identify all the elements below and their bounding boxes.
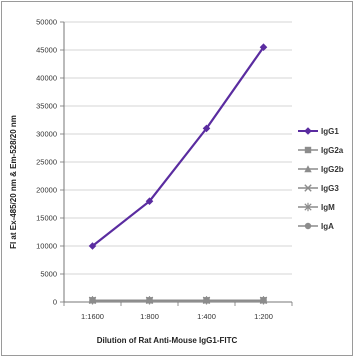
y-tick-label: 45000	[36, 46, 57, 55]
y-tick-label: 15000	[36, 214, 57, 223]
legend-label: IgG2b	[321, 165, 344, 174]
data-point-igg2a	[89, 297, 96, 304]
series-igg1	[88, 43, 268, 250]
legend-marker	[304, 146, 312, 154]
axes	[60, 21, 293, 306]
data-point-igg2a	[203, 297, 210, 304]
legend-label: IgG2a	[321, 146, 344, 155]
gridlines	[64, 21, 292, 303]
legend-item-igg1: IgG1	[298, 127, 339, 136]
y-tick-label: 25000	[36, 158, 57, 167]
series-group	[88, 43, 268, 305]
y-tick-label: 40000	[36, 74, 57, 83]
chart-frame: 0 5000 10000 15000 20000 25000 30000 35000 40000…	[1, 1, 353, 356]
y-tick-label: 10000	[36, 242, 57, 251]
series-igg2a	[89, 297, 267, 304]
y-tick-label: 30000	[36, 130, 57, 139]
legend: IgG1 IgG2a IgG2b IgG3 IgM IgA	[298, 127, 344, 231]
y-axis-title: FI at Ex-485/20 nm & Em-528/20 nm	[9, 115, 18, 249]
x-tick-label: 1:800	[140, 312, 159, 321]
legend-marker	[304, 202, 312, 212]
legend-item-igg2a: IgG2a	[298, 146, 344, 155]
legend-item-igm: IgM	[298, 202, 335, 212]
y-tick-label: 5000	[40, 270, 57, 279]
line-chart: 0 5000 10000 15000 20000 25000 30000 35000 40000…	[9, 18, 344, 346]
data-point-igg2a	[260, 297, 267, 304]
x-tick-label: 1:400	[197, 312, 216, 321]
y-tick-label: 35000	[36, 102, 57, 111]
legend-label: IgG3	[321, 184, 339, 193]
x-tick-labels: 1:1600 1:800 1:400 1:200	[81, 312, 273, 321]
data-point-igg1	[145, 197, 154, 205]
legend-label: IgG1	[321, 127, 339, 136]
x-tick-label: 1:1600	[81, 312, 104, 321]
marker-stroke	[304, 184, 312, 192]
legend-marker	[304, 222, 312, 230]
series-line-igg1	[91, 46, 265, 247]
legend-label: IgA	[321, 222, 334, 231]
y-tick-label: 50000	[36, 18, 57, 27]
legend-item-igg2b: IgG2b	[298, 165, 344, 174]
legend-marker	[304, 165, 312, 173]
legend-marker	[304, 127, 312, 135]
legend-item-igg3: IgG3	[298, 184, 339, 193]
y-tick-label: 20000	[36, 186, 57, 195]
data-point-igg2a	[146, 297, 153, 304]
y-tick-label: 0	[53, 298, 57, 307]
data-point-igg1	[202, 124, 211, 133]
legend-marker	[304, 184, 312, 192]
x-tick-label: 1:200	[254, 312, 273, 321]
legend-label: IgM	[321, 203, 335, 212]
x-axis-title: Dilution of Rat Anti-Mouse IgG1-FITC	[97, 336, 238, 345]
data-point-igg1	[259, 43, 268, 51]
y-tick-labels: 0 5000 10000 15000 20000 25000 30000 35000 40000…	[36, 18, 57, 307]
data-point-igg1	[88, 242, 97, 250]
legend-item-iga: IgA	[298, 222, 334, 231]
